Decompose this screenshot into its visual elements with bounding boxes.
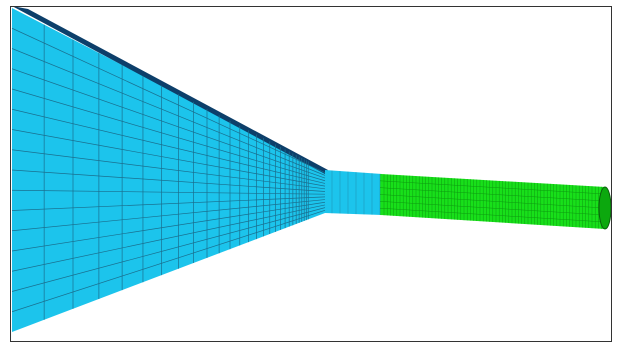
page: (() => { const JSON_DATA = JSON.parse(do… [0,0,618,349]
neck-surface [325,170,382,215]
pipe-end [599,187,611,229]
mesh-view [0,0,618,349]
